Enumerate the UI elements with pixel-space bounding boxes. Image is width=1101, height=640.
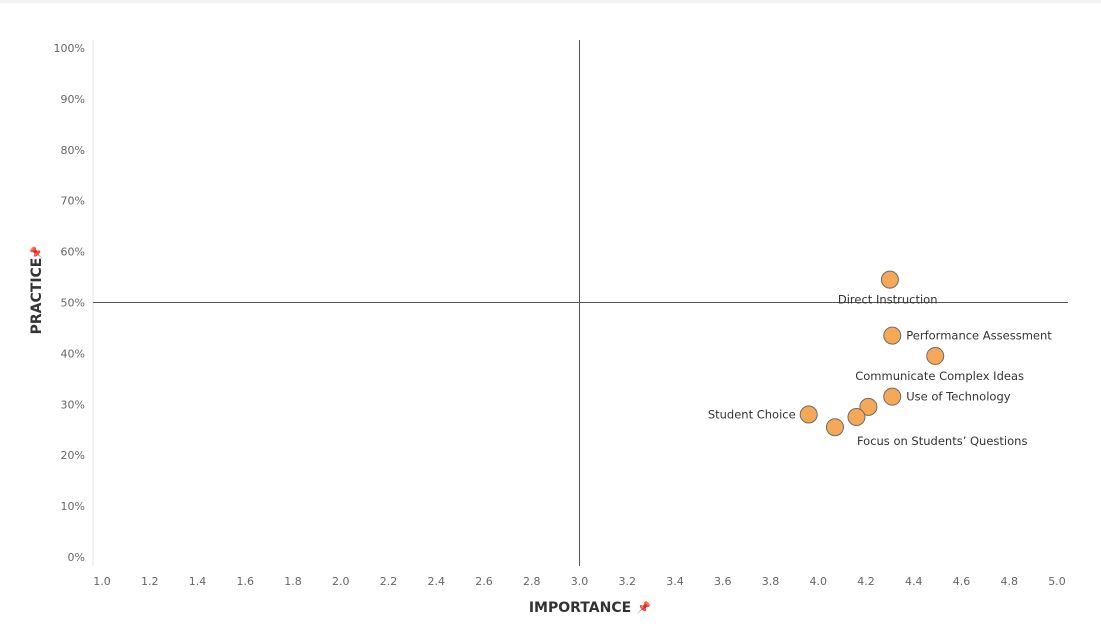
x-tick-label: 3.2 xyxy=(619,575,637,588)
data-point[interactable] xyxy=(799,405,818,424)
y-tick-labels: 0% 10% 20% 30% 40% 50% 60% 70% 80% 90% 100% xyxy=(54,42,85,564)
y-tick-label: 0% xyxy=(68,551,85,564)
top-strip xyxy=(0,0,1101,3)
x-tick-label: 4.2 xyxy=(857,575,875,588)
y-axis-pin-icon[interactable]: 📌 xyxy=(29,246,43,260)
x-tick-labels: 1.0 1.2 1.4 1.6 1.8 2.0 2.2 2.4 2.6 2.8 3.0 3.2 3.4 3… xyxy=(93,575,1066,588)
data-point[interactable] xyxy=(825,418,844,437)
x-tick-label: 1.8 xyxy=(284,575,302,588)
y-tick-label: 30% xyxy=(61,398,85,411)
data-points xyxy=(799,270,945,437)
x-tick-label: 3.6 xyxy=(714,575,732,588)
x-tick-label: 2.4 xyxy=(428,575,446,588)
data-point-label: Direct Instruction xyxy=(838,293,938,307)
x-tick-label: 4.6 xyxy=(953,575,971,588)
x-tick-label: 1.4 xyxy=(189,575,207,588)
y-tick-label: 90% xyxy=(61,93,85,106)
x-tick-label: 2.8 xyxy=(523,575,541,588)
x-tick-label: 5.0 xyxy=(1048,575,1066,588)
data-point-label: Use of Technology xyxy=(906,390,1010,404)
data-point-label: Communicate Complex Ideas xyxy=(855,369,1024,383)
data-point[interactable] xyxy=(880,270,899,289)
y-tick-label: 50% xyxy=(61,297,85,310)
data-point[interactable] xyxy=(883,326,902,345)
data-point-label: Focus on Students’ Questions xyxy=(857,434,1027,448)
y-tick-label: 100% xyxy=(54,42,85,55)
y-axis-title: PRACTICE xyxy=(29,258,45,335)
data-point-label: Student Choice xyxy=(708,407,796,421)
x-tick-label: 4.0 xyxy=(810,575,828,588)
y-tick-label: 60% xyxy=(61,246,85,259)
y-tick-label: 80% xyxy=(61,144,85,157)
data-point[interactable] xyxy=(926,346,945,365)
x-axis-title: IMPORTANCE xyxy=(529,600,631,616)
x-tick-label: 1.2 xyxy=(141,575,159,588)
y-tick-label: 70% xyxy=(61,195,85,208)
x-tick-label: 4.8 xyxy=(1001,575,1019,588)
data-point[interactable] xyxy=(847,408,866,427)
x-tick-label: 1.6 xyxy=(237,575,255,588)
data-point[interactable] xyxy=(859,397,878,416)
x-tick-label: 2.2 xyxy=(380,575,398,588)
x-axis-pin-icon[interactable]: 📌 xyxy=(637,600,651,614)
x-tick-label: 2.6 xyxy=(475,575,493,588)
x-tick-label: 2.0 xyxy=(332,575,350,588)
y-axis-title-group: PRACTICE 📌 xyxy=(29,246,45,335)
y-tick-label: 20% xyxy=(61,449,85,462)
y-tick-label: 40% xyxy=(61,347,85,360)
data-point-label: Performance Assessment xyxy=(906,329,1052,343)
x-tick-label: 3.8 xyxy=(762,575,780,588)
x-tick-label: 1.0 xyxy=(93,575,111,588)
x-tick-label: 4.4 xyxy=(905,575,923,588)
data-point-labels: Direct Instruction Performance Assessment… xyxy=(708,293,1052,449)
x-tick-label: 3.4 xyxy=(666,575,684,588)
data-point[interactable] xyxy=(883,387,902,406)
y-tick-label: 10% xyxy=(61,500,85,513)
x-tick-label: 3.0 xyxy=(571,575,589,588)
